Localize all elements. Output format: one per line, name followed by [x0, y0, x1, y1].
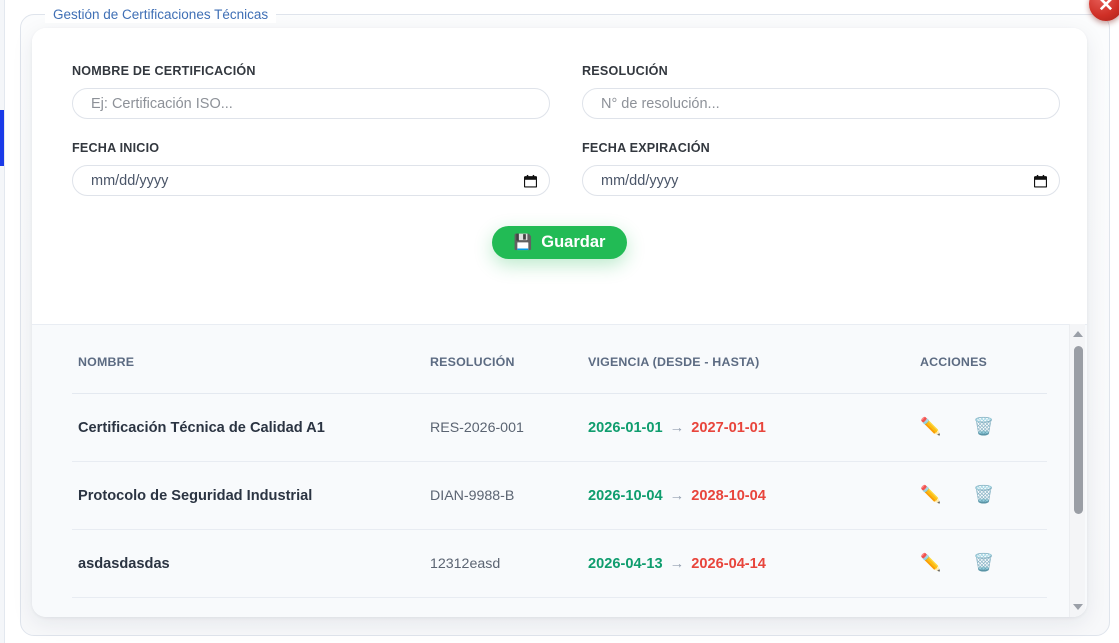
cell-vigencia: 2026-01-01 → 2027-01-01	[588, 393, 920, 462]
field-nombre-certificacion: NOMBRE DE CERTIFICACIÓN Ej: Certificació…	[72, 64, 550, 119]
date-hasta: 2027-01-01	[691, 419, 766, 436]
column-header-vigencia: VIGENCIA (DESDE - HASTA)	[588, 325, 920, 394]
table-row[interactable]: asdasdasdas 12312easd 2026-04-13 → 2026-04…	[72, 529, 1047, 598]
table-head: NOMBRE RESOLUCIÓN VIGENCIA (DESDE - HAST…	[72, 325, 1047, 394]
input-fecha-expiracion[interactable]: mm/dd/yyyy	[582, 165, 1060, 196]
table-row[interactable]: Certificación Técnica de Calidad A1 RES-…	[72, 393, 1047, 462]
certifications-card: NOMBRE DE CERTIFICACIÓN Ej: Certificació…	[32, 28, 1087, 617]
table-scrollbar[interactable]	[1069, 324, 1085, 617]
cell-nombre: Certificación Técnica de Calidad A1	[72, 393, 430, 462]
input-nombre-certificacion-placeholder: Ej: Certificación ISO...	[91, 95, 233, 112]
input-nombre-certificacion[interactable]: Ej: Certificación ISO...	[72, 88, 550, 119]
close-icon: ✕	[1098, 0, 1114, 16]
left-gutter	[6, 0, 20, 643]
calendar-icon[interactable]	[1033, 174, 1048, 188]
form-grid: NOMBRE DE CERTIFICACIÓN Ej: Certificació…	[72, 64, 1060, 218]
date-desde: 2026-04-13	[588, 555, 663, 572]
scrollbar-thumb[interactable]	[1074, 346, 1083, 514]
save-button-wrap: 💾 Guardar	[72, 226, 1047, 259]
delete-trash-icon[interactable]: 🗑️	[973, 553, 995, 572]
input-resolucion-placeholder: N° de resolución...	[601, 95, 720, 112]
cell-resolucion: RES-2026-001	[430, 393, 588, 462]
save-button[interactable]: 💾 Guardar	[491, 226, 628, 259]
input-resolucion[interactable]: N° de resolución...	[582, 88, 1060, 119]
label-resolucion: RESOLUCIÓN	[582, 64, 668, 78]
field-fecha-expiracion: FECHA EXPIRACIÓN mm/dd/yyyy	[582, 141, 1060, 196]
date-desde: 2026-10-04	[588, 487, 663, 504]
cell-acciones: ✏️ 🗑️	[920, 393, 1047, 462]
column-header-acciones: ACCIONES	[920, 325, 1047, 394]
cell-acciones: ✏️ 🗑️	[920, 461, 1047, 530]
table-row[interactable]: Protocolo de Seguridad Industrial DIAN-9…	[72, 461, 1047, 530]
date-desde: 2026-01-01	[588, 419, 663, 436]
delete-trash-icon[interactable]: 🗑️	[973, 485, 995, 504]
field-fecha-inicio: FECHA INICIO mm/dd/yyyy	[72, 141, 550, 196]
label-nombre-certificacion: NOMBRE DE CERTIFICACIÓN	[72, 64, 256, 78]
column-header-resolucion: RESOLUCIÓN	[430, 325, 588, 394]
scroll-down-arrow-icon[interactable]	[1070, 599, 1086, 615]
panel-legend: Gestión de Certificaciones Técnicas	[45, 6, 277, 23]
cell-resolucion: DIAN-9988-B	[430, 461, 588, 530]
delete-trash-icon[interactable]: 🗑️	[973, 417, 995, 436]
edit-pencil-icon[interactable]: ✏️	[920, 553, 942, 572]
date-hasta: 2028-10-04	[691, 487, 766, 504]
left-edge-accent-bar	[0, 110, 4, 166]
input-fecha-inicio[interactable]: mm/dd/yyyy	[72, 165, 550, 196]
table-header-row: NOMBRE RESOLUCIÓN VIGENCIA (DESDE - HAST…	[72, 325, 1047, 394]
input-fecha-expiracion-placeholder: mm/dd/yyyy	[601, 172, 679, 189]
save-button-label: Guardar	[541, 233, 606, 251]
label-fecha-expiracion: FECHA EXPIRACIÓN	[582, 141, 710, 155]
table-body: Certificación Técnica de Calidad A1 RES-…	[72, 393, 1047, 598]
cell-nombre: Protocolo de Seguridad Industrial	[72, 461, 430, 530]
left-edge-strip	[0, 0, 5, 643]
cell-vigencia: 2026-10-04 → 2028-10-04	[588, 461, 920, 530]
floppy-disk-icon: 💾	[513, 234, 533, 251]
field-resolucion: RESOLUCIÓN N° de resolución...	[582, 64, 1060, 119]
cell-resolucion: 12312easd	[430, 529, 588, 598]
close-button[interactable]: ✕	[1089, 0, 1119, 21]
scroll-up-arrow-icon[interactable]	[1070, 326, 1086, 342]
certification-form: NOMBRE DE CERTIFICACIÓN Ej: Certificació…	[32, 28, 1087, 324]
edit-pencil-icon[interactable]: ✏️	[920, 485, 942, 504]
arrow-right-icon: →	[669, 487, 685, 504]
calendar-icon[interactable]	[523, 174, 538, 188]
cell-vigencia: 2026-04-13 → 2026-04-14	[588, 529, 920, 598]
edit-pencil-icon[interactable]: ✏️	[920, 417, 942, 436]
label-fecha-inicio: FECHA INICIO	[72, 141, 160, 155]
certifications-table-area[interactable]: NOMBRE RESOLUCIÓN VIGENCIA (DESDE - HAST…	[32, 324, 1087, 617]
arrow-right-icon: →	[669, 419, 685, 436]
input-fecha-inicio-placeholder: mm/dd/yyyy	[91, 172, 169, 189]
cell-acciones: ✏️ 🗑️	[920, 529, 1047, 598]
arrow-right-icon: →	[669, 555, 685, 572]
date-hasta: 2026-04-14	[691, 555, 766, 572]
certifications-table: NOMBRE RESOLUCIÓN VIGENCIA (DESDE - HAST…	[72, 325, 1047, 598]
cell-nombre: asdasdasdas	[72, 529, 430, 598]
column-header-nombre: NOMBRE	[72, 325, 430, 394]
